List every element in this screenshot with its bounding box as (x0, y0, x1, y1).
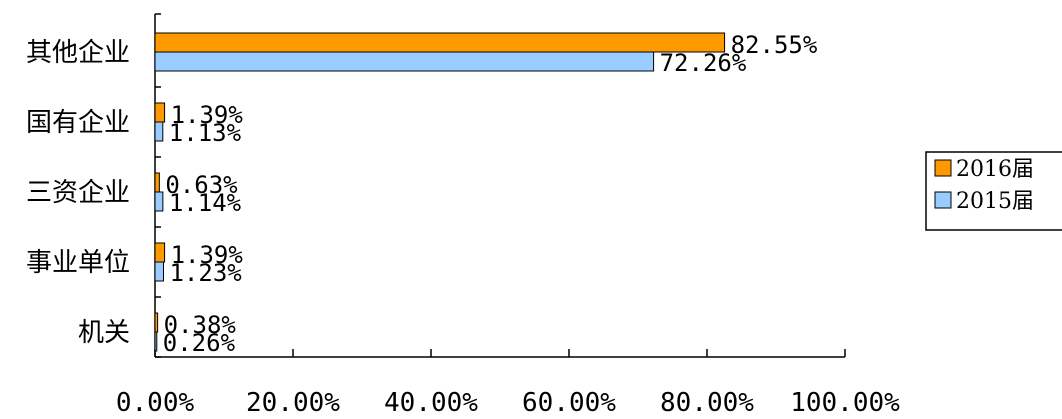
bars (154, 32, 726, 352)
bar-2015 (154, 261, 164, 282)
x-tick-label: 40.00% (384, 388, 478, 418)
data-label: 0.63% (165, 171, 238, 199)
bar-2016 (154, 312, 159, 333)
bar-2016 (154, 172, 160, 193)
data-label: 1.13% (169, 119, 242, 147)
bar-2016 (154, 32, 726, 53)
bar-2015 (154, 331, 158, 352)
data-label: 82.55% (731, 31, 818, 59)
bar-2015 (154, 191, 164, 212)
legend: 2016届 2015届 (925, 151, 1062, 231)
data-label: 1.39% (171, 101, 244, 129)
x-tick-label: 20.00% (246, 388, 340, 418)
bar-2015 (154, 51, 655, 72)
data-labels: 82.55% 1.39% 0.63% 1.39% 0.38% 72.26% 1.13% 1.1… (163, 31, 818, 357)
data-label: 1.23% (169, 259, 242, 287)
data-label: 0.26% (163, 329, 236, 357)
legend-label: 2016届 (956, 157, 1034, 182)
category-label: 事业单位 (26, 248, 130, 278)
x-tick-label: 80.00% (660, 388, 754, 418)
x-tick-label: 0.00% (116, 388, 195, 418)
legend-label: 2015届 (956, 189, 1034, 214)
data-label: 72.26% (660, 49, 747, 77)
category-label: 其他企业 (26, 38, 130, 68)
x-tick-labels: 0.00% 20.00% 40.00% 60.00% 80.00% 100.00% (116, 388, 900, 418)
x-tick-label: 100.00% (790, 388, 900, 418)
x-tick-label: 60.00% (522, 388, 616, 418)
category-label: 三资企业 (26, 178, 130, 208)
bar-2016 (154, 242, 166, 263)
data-label: 1.39% (171, 241, 244, 269)
category-label: 机关 (78, 318, 130, 348)
data-label: 1.14% (169, 189, 242, 217)
category-label: 国有企业 (26, 108, 130, 138)
legend-swatch (934, 159, 952, 177)
legend-swatch (934, 191, 952, 209)
bar-2016 (154, 102, 166, 123)
data-label: 0.38% (164, 311, 237, 339)
bar-2015 (154, 121, 164, 142)
